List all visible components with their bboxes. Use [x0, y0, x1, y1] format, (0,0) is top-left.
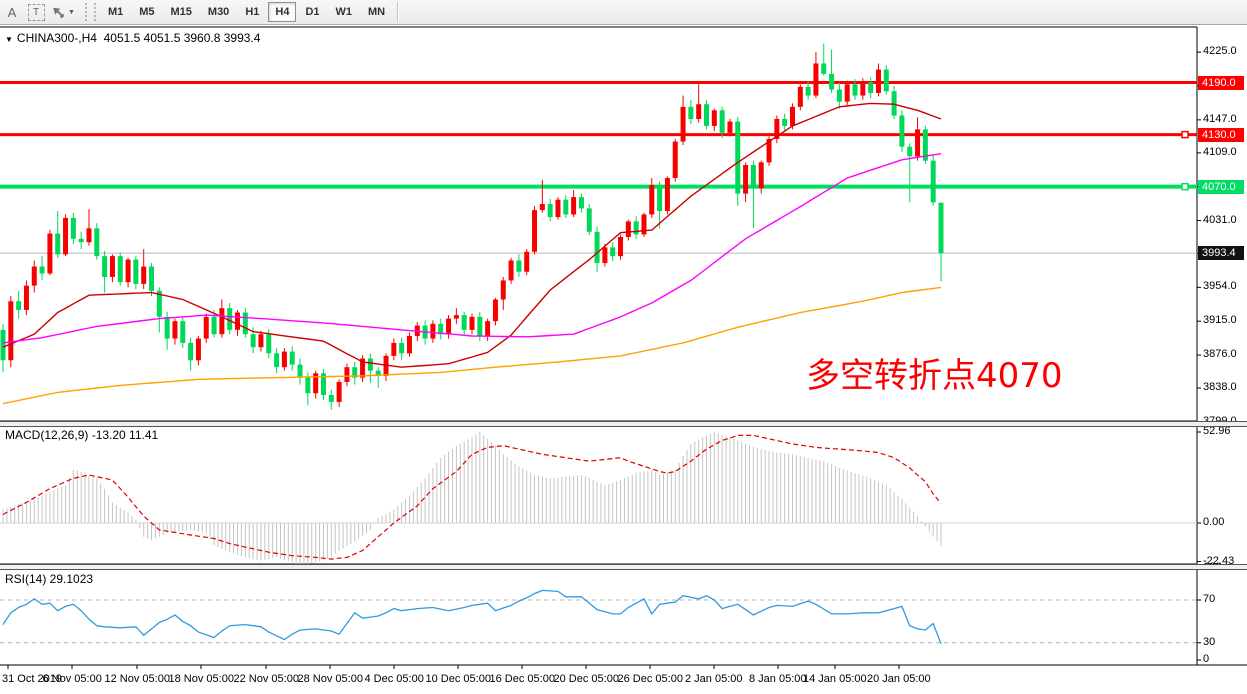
rsi-line [2, 589, 942, 645]
time-tick-label: 26 Dec 05:00 [617, 673, 683, 685]
time-tick-label: 10 Dec 05:00 [425, 673, 491, 685]
rsi-scale-70: 70 [1203, 593, 1216, 605]
toolbar: A T ▼ M1 M5 M15 M30 H1 H4 D1 W1 MN [0, 0, 1247, 25]
timeframe-button-mn[interactable]: MN [368, 6, 386, 18]
rsi-scale-30: 30 [1203, 635, 1216, 648]
chevron-down-icon: ▼ [68, 8, 75, 16]
price-tick-3838.0: 3838.0 [1203, 381, 1237, 394]
price-badge-4130.0[interactable]: 4130.0 [1198, 127, 1244, 142]
macd-pane[interactable] [0, 431, 1197, 566]
time-tick-label: 12 Nov 05:00 [104, 673, 170, 685]
main-price-pane[interactable] [0, 43, 1197, 410]
timeframe-button-group: M1 M5 M15 M30 H1 H4 D1 W1 MN [100, 2, 393, 22]
time-tick-label: 2 Jan 05:00 [685, 673, 743, 685]
rsi-scale-0: 0 [1203, 653, 1210, 665]
timeframe-button-m5[interactable]: M5 [139, 6, 155, 18]
timeframe-button-h4[interactable]: H4 [268, 2, 297, 22]
timeframe-button-w1[interactable]: W1 [335, 6, 353, 18]
chart-dropdown-icon[interactable]: ▼ [5, 35, 13, 44]
time-tick-label: 31 Oct 2019 [2, 673, 62, 685]
time-tick-label: 28 Nov 05:00 [297, 673, 363, 685]
macd-signal-line [2, 434, 942, 560]
arrows-tool-button[interactable]: ▼ [49, 2, 76, 22]
ma-fast-line [2, 102, 942, 368]
candles [0, 43, 944, 410]
rsi-indicator-label: RSI(14) 29.1023 [5, 572, 94, 586]
time-tick-label: 14 Jan 05:00 [803, 673, 867, 685]
chart-ohlc-readout: 4051.5 4051.5 3960.8 3993.4 [103, 31, 261, 45]
price-tick-4225.0: 4225.0 [1203, 45, 1237, 58]
price-tick-4031.0: 4031.0 [1203, 213, 1237, 226]
time-tick-label: 16 Dec 05:00 [489, 673, 555, 685]
textbox-tool-button[interactable]: T [25, 2, 47, 22]
macd-scale--22.43: -22.43 [1203, 554, 1235, 567]
price-tick-4109.0: 4109.0 [1203, 145, 1237, 158]
time-tick-label: 8 Jan 05:00 [749, 673, 807, 685]
chart-title: ▼ CHINA300-,H4 4051.5 4051.5 3960.8 3993.… [5, 31, 260, 45]
time-tick-label: 22 Nov 05:00 [233, 673, 299, 685]
toolbar-grip[interactable] [84, 3, 96, 21]
rsi-pane[interactable] [0, 589, 1197, 645]
hline-handle-4130[interactable] [1181, 130, 1189, 139]
price-tick-3915.0: 3915.0 [1203, 314, 1237, 327]
chart-text-annotation[interactable]: 多空转折点4070 [806, 356, 1063, 396]
price-tick-3876.0: 3876.0 [1203, 348, 1237, 361]
timeframe-button-h1[interactable]: H1 [245, 6, 260, 18]
ma-mid-line [2, 153, 942, 344]
macd-scale-52.96: 52.96 [1203, 425, 1231, 437]
macd-histogram [2, 431, 942, 566]
timeframe-button-m1[interactable]: M1 [107, 6, 124, 18]
ma-slow-line [2, 286, 942, 405]
price-badge-3993.4[interactable]: 3993.4 [1198, 246, 1244, 261]
price-badge-4190.0[interactable]: 4190.0 [1198, 75, 1244, 90]
time-tick-label: 18 Nov 05:00 [168, 673, 234, 685]
price-tick-3954.0: 3954.0 [1203, 280, 1237, 293]
chart-symbol-period: CHINA300-,H4 [16, 31, 97, 45]
text-annotation-button[interactable]: A [7, 4, 17, 20]
time-tick-label: 4 Dec 05:00 [364, 673, 424, 685]
time-tick-label: 20 Dec 05:00 [553, 673, 619, 685]
pane-splitter-rsi[interactable] [0, 564, 1247, 570]
toolbar-separator [397, 2, 399, 22]
time-tick-label: 6 Nov 05:00 [42, 673, 102, 685]
timeframe-button-d1[interactable]: D1 [305, 6, 320, 18]
time-tick-label: 20 Jan 05:00 [867, 673, 931, 685]
arrows-icon [50, 5, 66, 19]
macd-scale-0.00: 0.00 [1203, 516, 1225, 528]
hline-handle-4070[interactable] [1181, 182, 1189, 191]
textbox-icon: T [27, 3, 45, 21]
timeframe-button-m30[interactable]: M30 [207, 6, 230, 18]
timeframe-button-m15[interactable]: M15 [170, 6, 192, 18]
price-tick-4147.0: 4147.0 [1203, 112, 1237, 125]
macd-indicator-label: MACD(12,26,9) -13.20 11.41 [5, 428, 159, 442]
pane-splitter-macd[interactable] [0, 421, 1247, 427]
price-badge-4070.0[interactable]: 4070.0 [1198, 179, 1244, 194]
